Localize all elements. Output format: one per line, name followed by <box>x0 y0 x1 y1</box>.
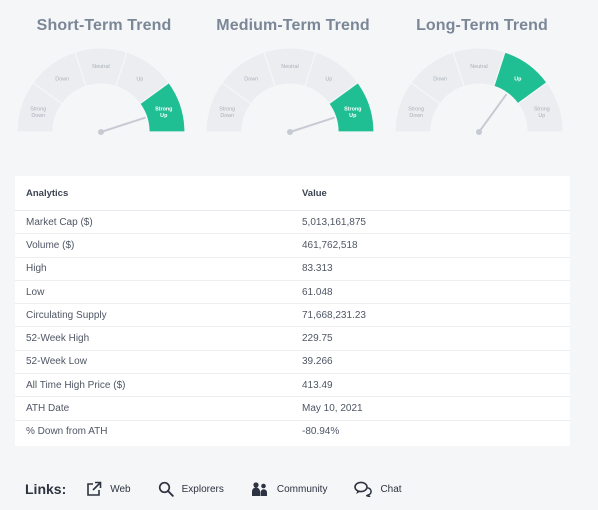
gauge-label-strong-up: Strong Up <box>155 106 172 118</box>
chat-link[interactable]: Chat <box>354 481 402 497</box>
explorers-link[interactable]: Explorers <box>158 481 224 497</box>
links-title: Links: <box>25 481 67 497</box>
gauge-label-neutral: Neutral <box>92 64 109 70</box>
table-row: % Down from ATH -80.94% <box>15 420 570 443</box>
metric-value: 39.266 <box>302 350 570 375</box>
gauge-needle-hub <box>287 129 293 135</box>
table-row: 52-Week Low 39.266 <box>15 350 570 375</box>
links-bar: Links: Web Explorers <box>25 477 429 501</box>
metric-label: All Time High Price ($) <box>15 373 302 398</box>
gauge-label-neutral: Neutral <box>470 64 487 70</box>
table-row: High 83.313 <box>15 257 570 281</box>
community-icon <box>251 481 269 497</box>
gauge-label-up: Up <box>325 77 332 83</box>
gauge-label-up: Up <box>136 77 143 83</box>
external-link-icon <box>86 481 102 497</box>
explorers-link-label: Explorers <box>181 483 224 495</box>
web-link-label: Web <box>110 483 131 495</box>
analytics-table: Analytics Value Market Cap ($) 5,013,161,… <box>15 176 570 446</box>
metric-value: 413.49 <box>302 373 570 398</box>
gauge-label-down: Down <box>244 77 258 83</box>
table-row: All Time High Price ($) 413.49 <box>15 373 570 398</box>
web-link[interactable]: Web <box>86 481 131 497</box>
gauge-label-down: Down <box>55 77 69 83</box>
gauge-label-strong-down: Strong Down <box>408 106 424 118</box>
gauge-segment-strong-up <box>327 81 375 133</box>
metric-label: Low <box>15 280 302 305</box>
metric-value: May 10, 2021 <box>302 396 570 421</box>
community-link-label: Community <box>276 483 328 495</box>
community-link[interactable]: Community <box>251 481 328 497</box>
metric-value: 61.048 <box>302 280 570 305</box>
table-row: Volume ($) 461,762,518 <box>15 233 570 258</box>
column-header-analytics: Analytics <box>15 176 302 211</box>
medium-term-trend-gauge: Medium-Term Trend Strong Down Down Neutral U… <box>200 0 386 160</box>
table-header-row: Analytics Value <box>15 176 570 211</box>
metric-value: -80.94% <box>302 426 340 438</box>
metric-label: 52-Week High <box>15 326 302 351</box>
gauge-label-strong-up: Strong Up <box>534 106 550 118</box>
long-term-trend-gauge: Long-Term Trend Strong Down Down Neutral Up S… <box>389 0 575 160</box>
metric-label: 52-Week Low <box>15 350 302 375</box>
gauge-title: Medium-Term Trend <box>216 17 370 34</box>
metric-value: 71,668,231.23 <box>302 303 570 328</box>
gauge-needle-hub <box>98 129 104 135</box>
metric-value: 5,013,161,875 <box>302 210 570 235</box>
chat-link-label: Chat <box>380 483 402 495</box>
gauge-title: Short-Term Trend <box>36 17 172 34</box>
gauge-dial: Strong Down Down Neutral Up Strong Up <box>16 47 186 135</box>
table-row: Circulating Supply 71,668,231.23 <box>15 303 570 328</box>
metric-label: High <box>15 257 302 281</box>
table-row: 52-Week High 229.75 <box>15 326 570 351</box>
gauge-dial: Strong Down Down Neutral Up Strong Up <box>205 47 375 135</box>
chat-icon <box>354 481 373 497</box>
search-icon <box>158 481 174 497</box>
metric-value: 461,762,518 <box>302 233 570 258</box>
gauge-segment-strong-up <box>516 81 564 133</box>
metric-label: Market Cap ($) <box>15 210 302 235</box>
gauge-label-strong-down: Strong Down <box>30 106 46 118</box>
gauge-dial: Strong Down Down Neutral Up Strong Up <box>394 47 564 135</box>
gauge-needle <box>100 116 146 133</box>
gauge-label-neutral: Neutral <box>281 64 298 70</box>
trend-gauges: Short-Term Trend Strong Down Down Neutral Up… <box>0 0 598 165</box>
metric-label: Volume ($) <box>15 233 302 258</box>
gauge-label-strong-down: Strong Down <box>219 106 235 118</box>
gauge-needle <box>289 116 335 133</box>
metric-value: 83.313 <box>302 257 570 281</box>
table-row: Market Cap ($) 5,013,161,875 <box>15 210 570 235</box>
short-term-trend-gauge: Short-Term Trend Strong Down Down Neutral Up… <box>11 0 197 160</box>
gauge-label-up: Up <box>514 77 522 83</box>
gauge-segment-strong-up <box>138 81 186 133</box>
metric-value: 229.75 <box>302 326 570 351</box>
gauge-title: Long-Term Trend <box>416 17 548 34</box>
metric-label: Circulating Supply <box>15 303 302 328</box>
gauge-needle-hub <box>476 129 482 135</box>
metric-label: % Down from ATH <box>26 426 108 438</box>
gauge-label-strong-up: Strong Up <box>344 106 361 118</box>
table-row: Low 61.048 <box>15 280 570 305</box>
gauge-needle <box>478 93 508 133</box>
metric-label: ATH Date <box>15 396 302 421</box>
column-header-value: Value <box>302 176 570 211</box>
gauge-label-down: Down <box>433 77 447 83</box>
table-row: ATH Date May 10, 2021 <box>15 396 570 421</box>
